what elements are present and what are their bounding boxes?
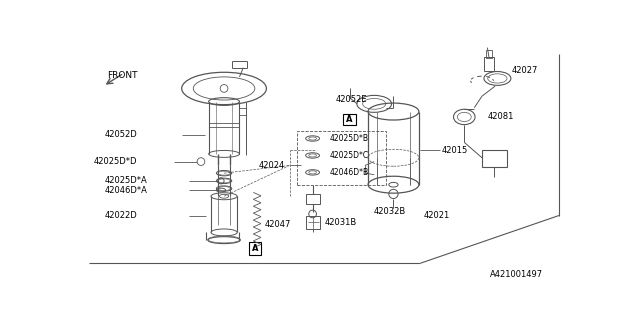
- Text: 42047: 42047: [265, 220, 291, 229]
- Bar: [249, 243, 261, 255]
- Text: 42032B: 42032B: [374, 207, 406, 216]
- Bar: [306, 216, 319, 228]
- Text: 42046D*A: 42046D*A: [105, 186, 148, 195]
- Text: 42015: 42015: [442, 146, 468, 155]
- Text: 42027: 42027: [511, 66, 538, 75]
- Text: 42025D*D: 42025D*D: [93, 157, 137, 166]
- Text: 42052E: 42052E: [336, 95, 367, 105]
- Text: 42031B: 42031B: [324, 218, 356, 227]
- Text: 42081: 42081: [488, 112, 514, 121]
- Bar: [484, 57, 493, 71]
- Text: 42052D: 42052D: [105, 130, 138, 139]
- Text: FRONT: FRONT: [107, 71, 138, 80]
- Bar: [486, 50, 492, 58]
- Text: 42021: 42021: [424, 211, 450, 220]
- Text: 42025D*B: 42025D*B: [330, 134, 369, 143]
- Text: 42025D*A: 42025D*A: [105, 176, 147, 185]
- Bar: [344, 114, 356, 124]
- Text: 42022D: 42022D: [105, 211, 138, 220]
- Bar: [297, 131, 386, 185]
- Bar: [306, 194, 319, 204]
- Text: A: A: [252, 244, 258, 253]
- Text: A: A: [346, 115, 353, 124]
- Text: 42025D*C: 42025D*C: [330, 151, 369, 160]
- Bar: [482, 150, 507, 167]
- Text: 42024: 42024: [259, 161, 285, 170]
- Text: A421001497: A421001497: [490, 269, 543, 278]
- Text: 42046D*B: 42046D*B: [330, 168, 369, 177]
